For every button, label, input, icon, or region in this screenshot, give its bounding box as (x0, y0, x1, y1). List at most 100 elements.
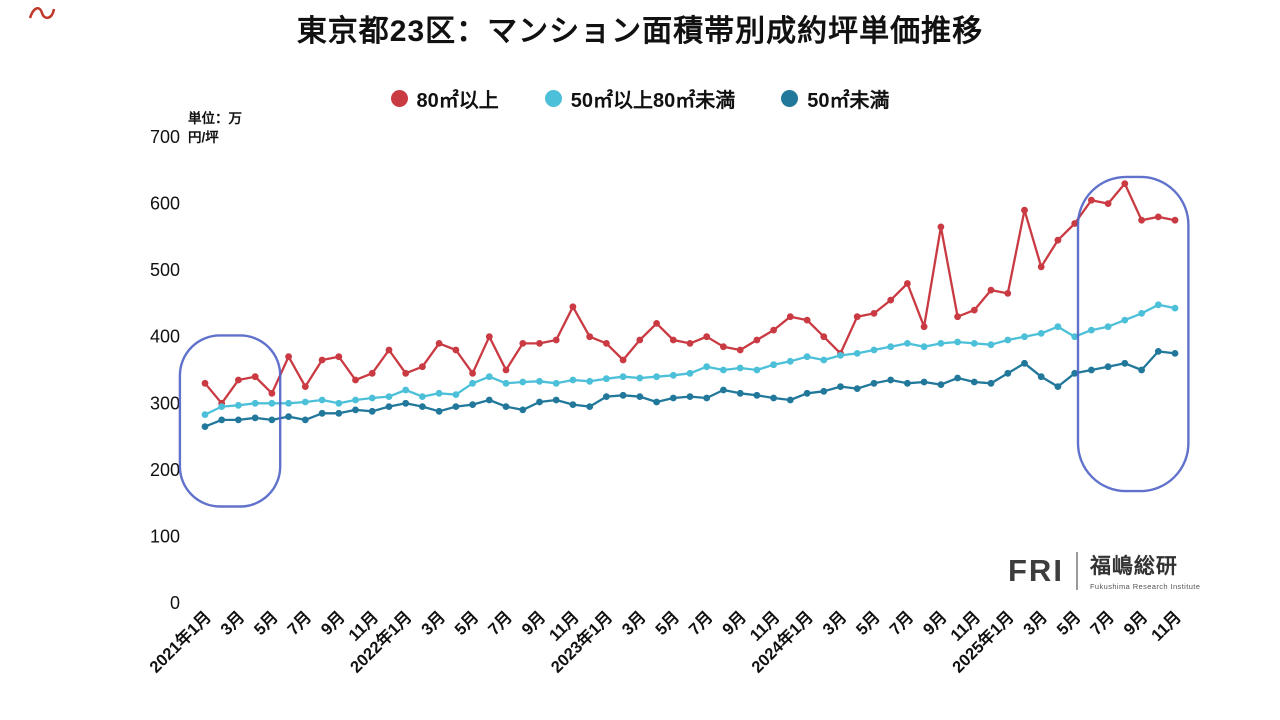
data-point (318, 409, 326, 417)
data-point (402, 399, 410, 407)
data-point (1154, 301, 1162, 309)
data-point (1138, 366, 1145, 374)
data-point (904, 379, 911, 387)
data-point (887, 376, 895, 384)
x-axis-tick-label: 7月 (886, 607, 918, 639)
data-point (954, 338, 961, 346)
data-point (920, 378, 928, 386)
data-point (1121, 316, 1129, 324)
x-axis-tick-label: 3月 (819, 607, 851, 639)
data-point (736, 346, 744, 354)
data-point (636, 336, 644, 344)
data-point (636, 393, 644, 400)
data-point (920, 343, 928, 351)
data-point (469, 379, 476, 387)
data-point (218, 403, 226, 410)
data-point (803, 316, 811, 324)
data-point (201, 423, 209, 430)
data-point (402, 386, 410, 394)
data-point (686, 340, 694, 347)
data-point (352, 376, 359, 384)
data-point (368, 407, 376, 415)
data-point (736, 389, 744, 397)
data-point (419, 393, 426, 400)
data-point (235, 401, 242, 409)
data-point (536, 377, 543, 385)
data-point (335, 409, 343, 417)
data-point (1037, 330, 1045, 337)
data-point (937, 223, 945, 231)
data-point (251, 414, 259, 422)
data-point (653, 320, 660, 327)
x-axis-tick-label: 3月 (618, 607, 650, 639)
data-point (352, 396, 359, 404)
data-point (870, 379, 878, 387)
data-point (1171, 304, 1179, 312)
data-point (870, 310, 878, 317)
data-point (1088, 366, 1095, 374)
data-point (552, 379, 560, 387)
legend-dot-teal-icon (781, 90, 799, 107)
logo-names: 福嶋総研 Fukushima Research Institute (1090, 550, 1200, 591)
data-point (987, 286, 995, 294)
data-point (619, 391, 627, 399)
data-point (686, 393, 694, 400)
data-point (669, 371, 677, 379)
x-axis-tick-label: 5月 (1053, 607, 1085, 639)
legend-item-under50: 50㎡未満 (781, 84, 890, 113)
data-point (837, 383, 844, 390)
data-point (385, 346, 393, 354)
legend-label: 50㎡以上80㎡未満 (570, 90, 736, 112)
data-point (1004, 369, 1012, 377)
data-point (1104, 323, 1112, 331)
data-point (753, 391, 761, 399)
data-point (569, 303, 577, 311)
data-point (736, 364, 744, 372)
data-point (519, 378, 527, 386)
x-axis-tick-label: 7月 (284, 607, 316, 639)
chart-legend: 80㎡以上 50㎡以上80㎡未満 50㎡未満 (0, 84, 1280, 113)
data-point (235, 376, 242, 384)
x-axis-tick-label: 9月 (718, 607, 750, 639)
data-point (586, 403, 594, 410)
data-point (335, 399, 343, 407)
y-axis-tick-label: 300 (150, 393, 180, 413)
data-point (368, 394, 376, 402)
data-point (1054, 323, 1062, 331)
data-point (786, 396, 794, 404)
data-point (636, 374, 644, 382)
data-point (452, 346, 460, 354)
data-point (653, 398, 660, 406)
data-point (469, 401, 476, 408)
data-point (1004, 290, 1012, 297)
data-point (1004, 336, 1012, 344)
data-point (703, 394, 711, 402)
data-point (268, 416, 276, 424)
x-axis-tick-label: 3月 (417, 607, 449, 639)
data-point (552, 336, 560, 344)
data-point (820, 387, 828, 395)
data-point (786, 313, 794, 321)
x-axis-tick-label: 7月 (484, 607, 516, 639)
data-point (285, 399, 292, 407)
y-axis-tick-label: 100 (150, 526, 180, 546)
data-point (686, 369, 694, 377)
x-axis-tick-label: 5月 (250, 607, 282, 639)
data-point (786, 357, 794, 365)
data-point (853, 385, 861, 392)
data-point (452, 403, 460, 410)
data-point (837, 352, 844, 359)
legend-label: 80㎡以上 (416, 90, 499, 112)
data-point (368, 369, 376, 377)
data-point (970, 340, 978, 347)
data-point (820, 356, 828, 364)
data-point (820, 333, 828, 341)
data-point (519, 406, 527, 414)
data-point (485, 333, 493, 341)
y-axis-tick-label: 500 (150, 260, 180, 280)
data-point (1171, 216, 1179, 224)
data-point (251, 373, 259, 381)
data-point (720, 386, 727, 394)
data-point (753, 336, 761, 344)
